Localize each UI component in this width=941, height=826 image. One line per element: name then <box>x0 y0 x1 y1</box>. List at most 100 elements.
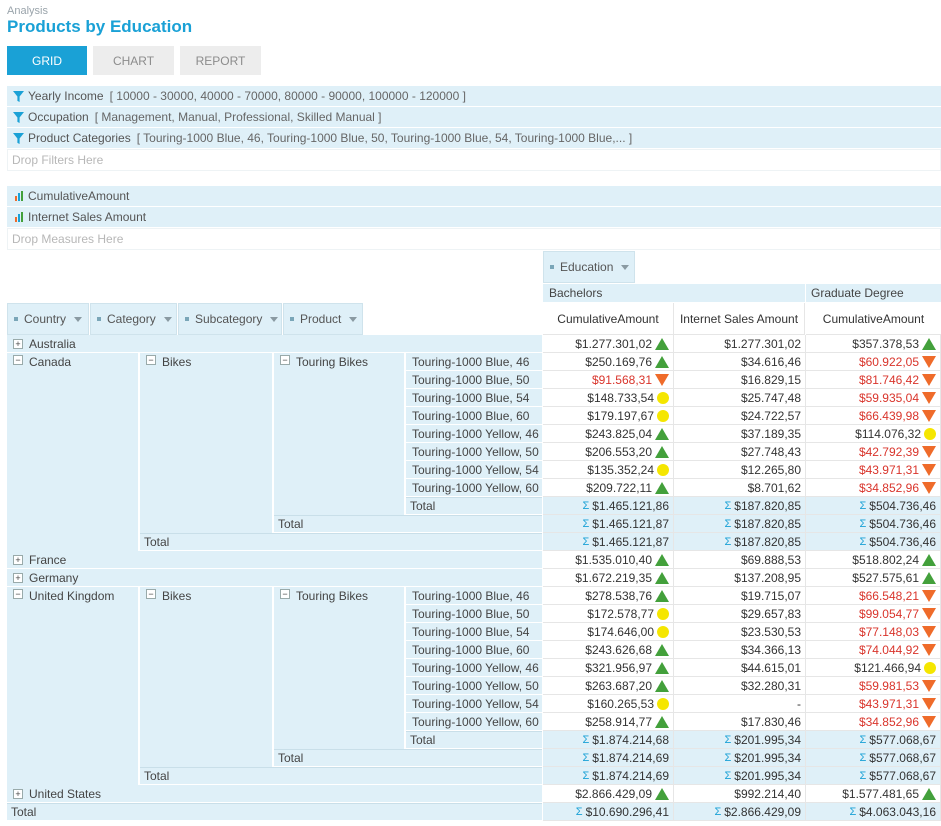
value-cell: $1.535.010,40 <box>543 551 674 569</box>
product-label: Touring-1000 Yellow, 46 <box>412 660 539 675</box>
value-cell: $12.265,80 <box>674 461 806 479</box>
collapse-icon[interactable]: − <box>13 589 23 599</box>
chevron-down-icon[interactable] <box>621 264 630 270</box>
value-text: $357.378,53 <box>852 336 919 351</box>
chevron-down-icon[interactable] <box>163 316 172 322</box>
sigma-icon: Σ <box>859 751 867 764</box>
tab-chart[interactable]: CHART <box>93 46 174 75</box>
sigma-icon: Σ <box>582 769 590 782</box>
drag-handle-icon <box>550 265 554 269</box>
filter-yearly-income[interactable]: Yearly Income [ 10000 - 30000, 40000 - 7… <box>7 86 941 107</box>
collapse-icon[interactable]: − <box>280 589 290 599</box>
country-label: United Kingdom <box>29 589 115 603</box>
row-header-country[interactable]: − United Kingdom <box>7 587 139 785</box>
row-header-product: Touring-1000 Blue, 54 <box>406 623 542 641</box>
expand-icon[interactable]: + <box>13 554 23 565</box>
collapse-icon[interactable]: − <box>13 355 23 365</box>
education-dimension-pill[interactable]: Education <box>543 251 635 283</box>
tab-grid[interactable]: GRID <box>7 46 87 75</box>
product-label: Touring-1000 Yellow, 60 <box>412 480 539 495</box>
value-text: $25.747,48 <box>740 390 801 405</box>
sigma-icon: Σ <box>714 805 722 818</box>
collapse-icon[interactable]: − <box>146 355 156 365</box>
value-cell: $29.657,83 <box>674 605 806 623</box>
tab-report[interactable]: REPORT <box>180 46 261 75</box>
row-dimension-category[interactable]: Category <box>90 303 177 335</box>
sigma-icon: Σ <box>724 517 732 530</box>
value-text: $42.792,39 <box>858 444 919 459</box>
filter-product-categories[interactable]: Product Categories [ Touring-1000 Blue, … <box>7 128 941 149</box>
collapse-icon[interactable]: − <box>280 355 290 365</box>
trend-down-icon <box>922 463 936 476</box>
row-dimension-country[interactable]: Country <box>7 303 89 335</box>
value-text: $69.888,53 <box>740 552 801 567</box>
measure-internet-sales-amount[interactable]: Internet Sales Amount <box>7 207 941 228</box>
row-header-country[interactable]: − Canada <box>7 353 139 551</box>
value-cell: $44.615,01 <box>674 659 806 677</box>
value-cell: $1.277.301,02 <box>674 335 806 353</box>
value-text: $34.852,96 <box>858 714 919 729</box>
value-text: $81.746,42 <box>858 372 919 387</box>
filter-occupation[interactable]: Occupation [ Management, Manual, Profess… <box>7 107 941 128</box>
collapse-icon[interactable]: − <box>146 589 156 599</box>
value-text: $201.995,34 <box>734 768 801 783</box>
value-cell: $32.280,31 <box>674 677 806 695</box>
total-label: Total <box>144 769 170 783</box>
value-cell: $278.538,76 <box>543 587 674 605</box>
value-cell: $321.956,97 <box>543 659 674 677</box>
expand-icon[interactable]: + <box>13 788 23 799</box>
value-cell: $243.825,04 <box>543 425 674 443</box>
row-header-product: Touring-1000 Yellow, 60 <box>406 713 542 731</box>
total-value-cell: Σ $1.465.121,87 <box>543 533 674 551</box>
row-header-category[interactable]: − Bikes <box>140 587 273 767</box>
value-cell: $263.687,20 <box>543 677 674 695</box>
expand-icon[interactable]: + <box>13 572 23 583</box>
value-cell: $23.530,53 <box>674 623 806 641</box>
value-text: $24.722,57 <box>740 408 801 423</box>
row-header-subcategory[interactable]: − Touring Bikes <box>274 587 405 749</box>
filter-name: Product Categories <box>28 131 131 145</box>
row-header-product: Touring-1000 Blue, 60 <box>406 641 542 659</box>
row-header-subcategory[interactable]: − Touring Bikes <box>274 353 405 515</box>
total-value-cell: Σ $504.736,46 <box>806 533 941 551</box>
filter-value: [ Touring-1000 Blue, 46, Touring-1000 Bl… <box>136 131 633 145</box>
measure-label: Internet Sales Amount <box>28 210 147 224</box>
value-cell: $34.366,13 <box>674 641 806 659</box>
value-text: $1.465.121,86 <box>592 498 669 513</box>
row-total-label: Total <box>140 533 542 551</box>
value-text: $518.802,24 <box>852 552 919 567</box>
value-text: $1.277.301,02 <box>724 336 801 351</box>
row-header-country[interactable]: + Germany <box>7 569 542 587</box>
drop-filters-zone[interactable]: Drop Filters Here <box>7 149 941 171</box>
value-text: - <box>797 696 801 711</box>
value-text: $34.366,13 <box>740 642 801 657</box>
product-label: Touring-1000 Blue, 50 <box>412 372 530 387</box>
row-header-country[interactable]: + France <box>7 551 542 569</box>
total-value-cell: Σ $577.068,67 <box>806 731 941 749</box>
row-total-label: Total <box>7 803 542 821</box>
chevron-down-icon[interactable] <box>349 316 358 322</box>
expand-icon[interactable]: + <box>13 338 23 349</box>
value-text: $99.054,77 <box>858 606 919 621</box>
chevron-down-icon[interactable] <box>270 316 279 322</box>
sigma-icon: Σ <box>859 769 867 782</box>
value-cell: $99.054,77 <box>806 605 941 623</box>
value-text: $577.068,67 <box>869 732 936 747</box>
measure-cumulative-amount[interactable]: CumulativeAmount <box>7 186 941 207</box>
country-label: Australia <box>29 336 76 351</box>
trend-up-icon <box>655 355 669 368</box>
value-text: $527.575,61 <box>852 570 919 585</box>
value-cell: $43.971,31 <box>806 461 941 479</box>
row-dimension-subcategory[interactable]: Subcategory <box>178 303 282 335</box>
row-header-country[interactable]: + Australia <box>7 335 542 353</box>
chevron-down-icon[interactable] <box>74 316 83 322</box>
country-label: Canada <box>29 355 72 369</box>
country-label: Germany <box>29 570 79 585</box>
row-header-country[interactable]: + United States <box>7 785 542 803</box>
row-dimension-product[interactable]: Product <box>283 303 363 335</box>
value-cell: $37.189,35 <box>674 425 806 443</box>
value-text: $278.538,76 <box>585 588 652 603</box>
drop-measures-zone[interactable]: Drop Measures Here <box>7 228 941 250</box>
row-header-category[interactable]: − Bikes <box>140 353 273 533</box>
filter-icon <box>13 90 24 102</box>
